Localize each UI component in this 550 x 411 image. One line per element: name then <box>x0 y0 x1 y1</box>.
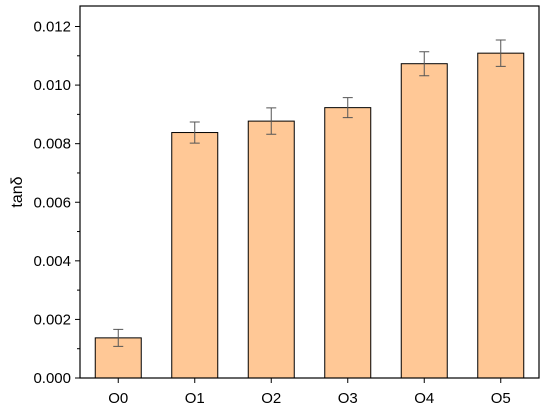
error-bar-O1 <box>189 121 200 144</box>
bar-O3 <box>324 107 372 379</box>
error-bar-O2 <box>266 107 277 135</box>
y-axis-title: tanδ <box>9 176 26 207</box>
x-tick-label: O2 <box>261 390 281 407</box>
x-tick-label: O5 <box>491 390 511 407</box>
y-tick-label: 0.006 <box>33 194 71 211</box>
y-tick-label: 0.010 <box>33 77 71 94</box>
y-tick-label: 0.004 <box>33 253 71 270</box>
error-bar-O4 <box>419 51 430 77</box>
error-bar-O3 <box>342 97 353 119</box>
x-axis-ticks: O0 O1 O2 O3 O4 O5 <box>108 378 511 407</box>
bar-O4 <box>400 63 448 379</box>
bar-O1 <box>171 132 219 379</box>
x-tick-label: O1 <box>185 390 205 407</box>
y-tick-label: 0.012 <box>33 19 71 36</box>
error-bars-group <box>113 39 506 347</box>
y-tick-label: 0.000 <box>33 370 71 387</box>
plot-frame <box>79 5 540 379</box>
x-tick-label: O3 <box>338 390 358 407</box>
bar-O5 <box>477 52 525 379</box>
error-bar-O0 <box>113 328 124 347</box>
y-axis-ticks: 0.000 0.002 0.004 0.006 0.008 0.010 0.012 <box>33 19 80 387</box>
bar-O2 <box>247 120 295 379</box>
x-tick-label: O0 <box>108 390 128 407</box>
x-tick-label: O4 <box>414 390 434 407</box>
error-bar-O5 <box>495 39 506 67</box>
y-tick-label: 0.008 <box>33 136 71 153</box>
bars-group <box>94 52 525 379</box>
y-tick-label: 0.002 <box>33 311 71 328</box>
